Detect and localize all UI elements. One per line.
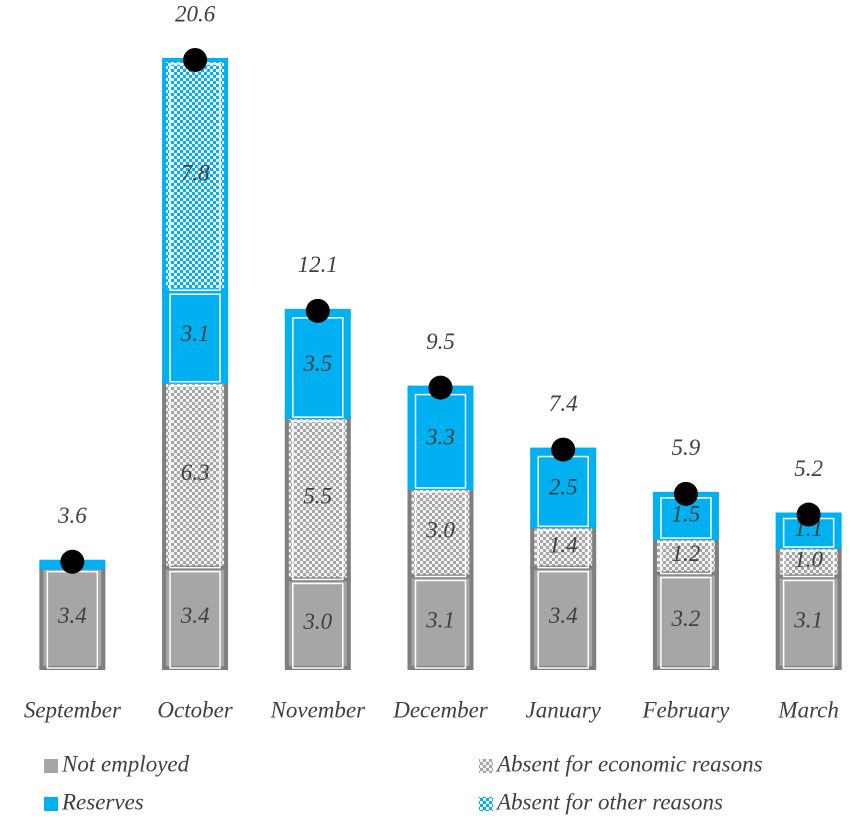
bar-segment	[284, 415, 351, 582]
bar-inner-line	[660, 541, 712, 575]
bar-inner-line	[782, 550, 835, 578]
segment-label: 3.3	[425, 425, 455, 450]
total-label: 20.6	[175, 1, 216, 26]
segment-label: 7.8	[181, 160, 210, 185]
legend-swatch	[479, 759, 493, 773]
x-tick-label: February	[641, 697, 730, 722]
x-tick-label: March	[777, 697, 838, 722]
x-tick-label: September	[24, 697, 122, 722]
segment-label: 3.1	[793, 608, 823, 633]
bar-segment	[284, 577, 351, 670]
x-tick-label: December	[392, 697, 489, 722]
bar-inner-line	[782, 579, 835, 669]
total-dot	[428, 375, 453, 400]
segment-label: 3.0	[302, 609, 332, 634]
bar-inner-line	[169, 293, 221, 383]
segment-label: 2.5	[549, 475, 578, 500]
total-dot	[551, 437, 576, 462]
total-label: 3.6	[57, 503, 87, 528]
segment-label: 3.5	[302, 351, 332, 376]
bar-inner-line	[537, 570, 589, 669]
segment-label: 3.1	[425, 608, 455, 633]
legend-label: Reserves	[61, 789, 144, 814]
total-label: 5.9	[672, 435, 701, 460]
total-label: 5.2	[794, 456, 823, 481]
segment-label: 3.1	[180, 321, 210, 346]
total-dot	[183, 48, 208, 72]
legend-swatch	[44, 797, 58, 811]
bar-segment	[407, 574, 474, 671]
segment-label: 6.3	[181, 460, 210, 485]
total-dot	[673, 481, 698, 506]
segment-label: 3.2	[671, 606, 701, 631]
bar-segment	[162, 379, 229, 570]
x-tick-label: January	[526, 697, 602, 722]
total-dot	[305, 298, 330, 323]
segment-label: 1.4	[549, 532, 578, 557]
segment-label: 5.5	[303, 484, 332, 509]
legend-swatch	[479, 797, 493, 811]
total-label: 12.1	[298, 252, 338, 277]
bar-inner-line	[414, 579, 467, 669]
segment-label: 3.0	[425, 518, 455, 543]
segment-label: 1.2	[672, 541, 701, 566]
legend-label: Not employed	[61, 751, 190, 776]
bar-inner-line	[292, 420, 344, 581]
bar-inner-line	[169, 384, 221, 569]
bar-inner-line	[414, 491, 467, 578]
segment-label: 3.4	[180, 603, 210, 628]
legend-label: Absent for other reasons	[495, 789, 723, 814]
bar-segment	[162, 58, 229, 293]
x-tick-label: November	[270, 697, 367, 722]
segment-label: 1.0	[794, 547, 823, 572]
bar-segment	[775, 574, 842, 671]
bar-inner-line	[292, 582, 344, 669]
total-label: 7.4	[549, 391, 578, 416]
bar-inner-line	[169, 570, 221, 669]
segment-label: 3.4	[57, 603, 87, 628]
segment-label: 3.4	[548, 603, 578, 628]
bar-inner-line	[660, 576, 712, 669]
x-tick-label: October	[157, 697, 233, 722]
legend-label: Absent for economic reasons	[495, 751, 763, 776]
total-dot	[796, 502, 821, 527]
bar-inner-line	[537, 529, 589, 569]
total-label: 9.5	[426, 329, 455, 354]
legend-swatch	[44, 759, 58, 773]
total-dot	[60, 549, 85, 574]
